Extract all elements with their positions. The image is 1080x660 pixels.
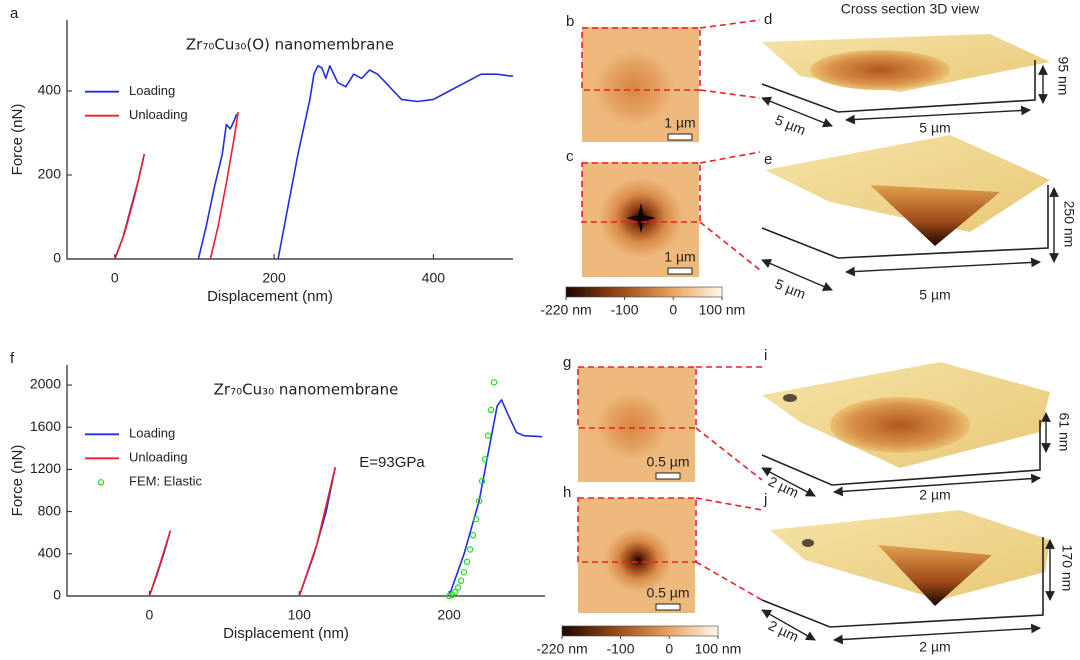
data-point — [445, 592, 453, 600]
section-title: Cross section 3D view — [841, 1, 980, 17]
x-tick-label: 0 — [146, 607, 154, 623]
colorbar-tick-label: -100 — [606, 641, 634, 657]
data-point — [475, 497, 483, 505]
colorbar-tick-label: -100 — [610, 302, 638, 318]
data-point — [481, 456, 489, 463]
width-label: 2 µm — [766, 473, 801, 501]
y-tick-label: 1600 — [30, 418, 61, 434]
depth-label: 250 nm — [1061, 201, 1077, 248]
panel-label: g — [563, 354, 571, 371]
y-tick-label: 200 — [38, 166, 62, 182]
y-axis-label: Force (nN) — [9, 104, 26, 176]
x-tick-label: 0 — [111, 270, 119, 286]
surface-3d: d 95 nm 5 µm 5 µm — [761, 11, 1071, 138]
x-axis-label: Displacement (nm) — [223, 625, 349, 642]
colorbar — [561, 625, 719, 637]
depth-label: 61 nm — [1056, 413, 1072, 452]
colorbar-tick-label: 100 nm — [699, 302, 746, 318]
width-label: 5 µm — [773, 275, 808, 302]
width-label: 5 µm — [919, 287, 950, 303]
y-axis-label: Force (nN) — [9, 445, 26, 517]
afm-map: c 1 µm — [566, 148, 761, 277]
data-point — [478, 477, 486, 485]
data-point — [472, 515, 480, 523]
panel-label: a — [10, 5, 19, 22]
data-point — [469, 532, 477, 539]
panel-label: j — [763, 491, 767, 508]
legend-label: Unloading — [129, 450, 188, 465]
depth-label: 170 nm — [1059, 545, 1075, 592]
y-tick-label: 0 — [53, 250, 61, 266]
data-line — [148, 399, 543, 597]
panel-label: f — [10, 350, 15, 367]
data-line — [114, 111, 239, 260]
x-tick-label: 200 — [262, 270, 286, 286]
width-label: 2 µm — [919, 487, 950, 503]
y-tick-label: 1200 — [30, 460, 61, 476]
chart-title: Zr₇₀Cu₃₀ nanomembrane — [214, 381, 399, 399]
afm-map: g 0.5 µm — [563, 354, 763, 482]
x-axis-label: Displacement (nm) — [207, 288, 333, 305]
x-tick-label: 400 — [422, 270, 446, 286]
colorbar-tick-label: 0 — [669, 302, 677, 318]
scale-bar-label: 1 µm — [664, 115, 695, 131]
afm-map: b 1 µm — [566, 13, 761, 142]
y-tick-label: 400 — [38, 82, 62, 98]
data-point — [463, 558, 471, 566]
width-label: 5 µm — [773, 111, 808, 138]
data-point — [457, 577, 465, 585]
depth-label: 95 nm — [1055, 57, 1071, 96]
afm-map: h 0.5 µm — [563, 484, 763, 613]
y-tick-label: 0 — [53, 587, 61, 603]
scale-bar-label: 0.5 µm — [646, 585, 689, 601]
x-tick-label: 100 — [288, 607, 312, 623]
y-tick-label: 800 — [38, 502, 62, 518]
scale-bar-label: 1 µm — [664, 249, 695, 265]
panel-label: h — [563, 484, 571, 501]
surface-3d: e 250 nm 5 µm 5 µm — [761, 135, 1077, 303]
width-label: 2 µm — [766, 617, 801, 645]
panel-label: c — [566, 148, 574, 165]
legend-label: FEM: Elastic — [129, 474, 202, 489]
data-point — [451, 589, 459, 596]
panel-label: i — [764, 347, 767, 364]
colorbar-tick-label: 100 nm — [695, 641, 742, 657]
axis-line — [66, 20, 513, 260]
data-point — [490, 379, 498, 386]
x-tick-label: 200 — [437, 607, 461, 623]
panel-label: e — [764, 151, 772, 168]
data-point — [460, 569, 468, 576]
width-label: 5 µm — [919, 120, 950, 136]
colorbar-tick-label: 0 — [665, 641, 673, 657]
section-box — [577, 497, 697, 563]
legend-label: Loading — [129, 83, 175, 98]
chart-title: Zr₇₀Cu₃₀(O) nanomembrane — [186, 36, 394, 54]
panel-label: b — [566, 13, 574, 30]
data-line — [148, 467, 336, 597]
y-tick-label: 2000 — [30, 376, 61, 392]
data-point — [487, 406, 495, 414]
annotation: E=93GPa — [359, 454, 425, 471]
colorbar-tick-label: -220 nm — [540, 302, 591, 318]
legend-label: Loading — [129, 426, 175, 441]
colorbar-tick-label: -220 nm — [536, 641, 587, 657]
y-tick-label: 400 — [38, 545, 62, 561]
scale-bar-label: 0.5 µm — [646, 454, 689, 470]
legend-swatch — [97, 479, 105, 486]
colorbar — [565, 286, 723, 298]
section-box — [581, 162, 701, 223]
surface-3d: i 61 nm 2 µm 2 µm — [761, 347, 1072, 503]
data-point — [466, 546, 474, 553]
surface-3d: j 170 nm 2 µm 2 µm — [761, 491, 1075, 655]
data-point — [454, 584, 462, 591]
data-point — [484, 432, 492, 439]
width-label: 2 µm — [919, 639, 950, 655]
panel-label: d — [764, 11, 772, 28]
legend-label: Unloading — [129, 107, 188, 122]
